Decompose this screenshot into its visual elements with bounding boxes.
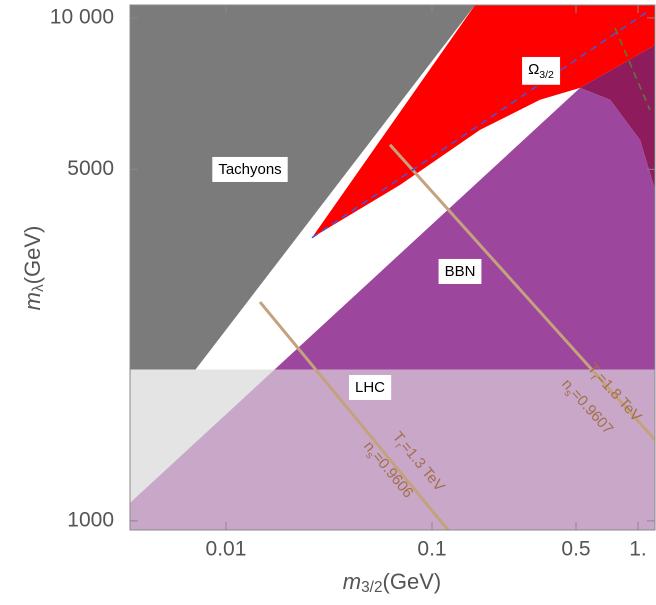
subscript: r bbox=[588, 372, 600, 383]
text-part: (GeV) bbox=[383, 569, 442, 594]
y-axis-label: mλ(GeV) bbox=[20, 226, 47, 311]
text-part: m bbox=[343, 569, 361, 594]
label-box bbox=[348, 374, 392, 400]
region-label: LHC bbox=[348, 374, 392, 400]
plot-area bbox=[130, 5, 655, 530]
region-label-text: BBN bbox=[445, 263, 476, 280]
contour-line bbox=[614, 27, 651, 111]
text-part: BBN bbox=[445, 263, 476, 280]
region-label: Ω3/2 bbox=[522, 56, 561, 85]
region-label-text: Ω3/2 bbox=[528, 61, 554, 81]
region-label: Tachyons bbox=[212, 156, 288, 182]
contour-line bbox=[311, 9, 651, 239]
x-tick-label: 1. bbox=[629, 538, 647, 561]
text-part: Tachyons bbox=[218, 161, 281, 178]
text-part: Ω bbox=[528, 61, 539, 78]
region bbox=[580, 45, 655, 190]
x-axis-label: m3/2(GeV) bbox=[343, 569, 441, 596]
region-label: BBN bbox=[438, 258, 482, 284]
x-tick-label: 0.1 bbox=[417, 538, 446, 561]
label-box bbox=[212, 156, 288, 182]
text-part: m bbox=[20, 292, 45, 310]
region-label-text: Tachyons bbox=[218, 161, 281, 178]
label-box bbox=[522, 56, 561, 85]
x-tick-label: 0.01 bbox=[206, 538, 247, 561]
subscript: 3/2 bbox=[539, 69, 554, 81]
x-tick-label: 0.5 bbox=[561, 538, 590, 561]
contour-line bbox=[388, 143, 655, 441]
text-part: (GeV) bbox=[20, 226, 45, 285]
contour-line bbox=[258, 301, 450, 530]
label-box bbox=[438, 258, 482, 284]
subscript: r bbox=[393, 441, 405, 452]
region bbox=[130, 369, 655, 530]
subscript: s bbox=[562, 387, 574, 399]
plot-frame bbox=[129, 4, 656, 531]
subscript: s bbox=[363, 449, 376, 461]
region bbox=[130, 5, 476, 455]
y-tick-label: 1000 bbox=[67, 508, 114, 531]
y-tick-label: 5000 bbox=[67, 157, 114, 180]
y-tick-label: 10 000 bbox=[50, 5, 114, 28]
text-part: LHC bbox=[355, 379, 385, 396]
region-label-text: LHC bbox=[355, 379, 385, 396]
subscript: 3/2 bbox=[361, 579, 382, 596]
subscript: λ bbox=[30, 284, 47, 292]
